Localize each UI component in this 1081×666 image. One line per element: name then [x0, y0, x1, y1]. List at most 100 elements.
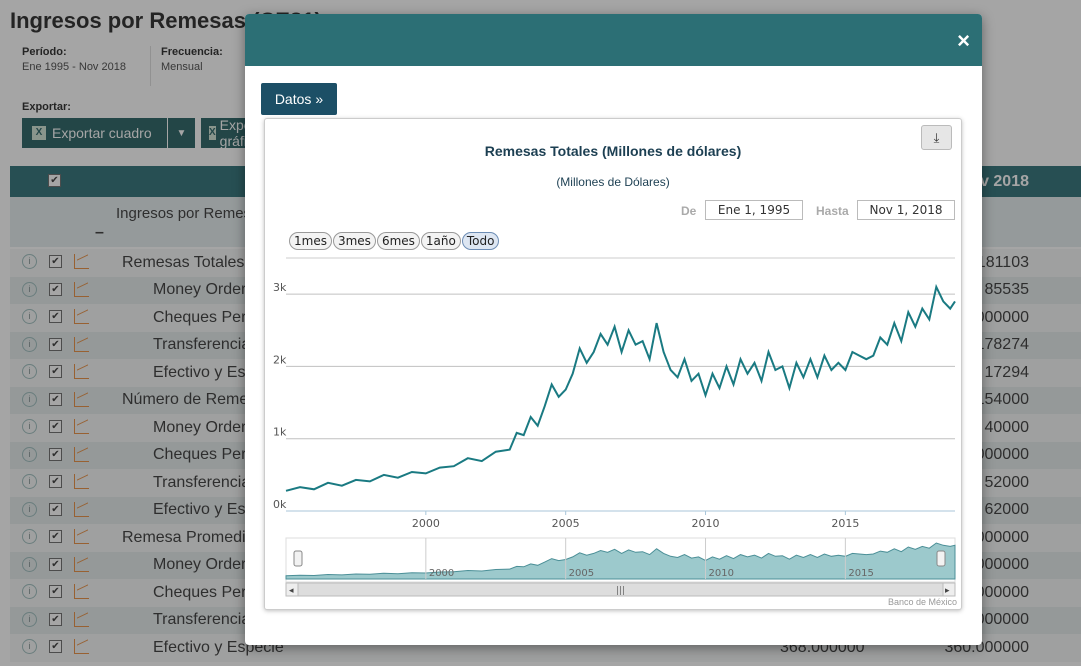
modal-header: ×	[245, 14, 982, 66]
x-tick-label: 2015	[831, 517, 859, 530]
row-checkbox[interactable]: ✔	[49, 530, 62, 543]
info-icon[interactable]: i	[22, 446, 37, 462]
scrollbar-thumb[interactable]	[297, 582, 944, 597]
chart-icon[interactable]	[74, 419, 89, 434]
y-tick-label: 3k	[273, 281, 287, 294]
row-checkbox[interactable]: ✔	[49, 502, 62, 516]
navigator-tick-label: 2005	[569, 568, 594, 579]
export-label: Exportar:	[22, 101, 71, 113]
datos-button[interactable]: Datos »	[261, 83, 337, 115]
export-chart-label: Exportar gráfica	[219, 118, 251, 148]
range-to-label: Hasta	[816, 204, 849, 218]
row-value: 40000	[984, 418, 1030, 436]
row-label: Remesas Totales	[122, 253, 245, 271]
scroll-left-arrow-icon[interactable]: ◂	[289, 586, 294, 596]
zoom-button-6mes[interactable]: 6mes	[376, 232, 420, 250]
info-icon[interactable]: i	[22, 309, 37, 324]
row-checkbox[interactable]: ✔	[49, 420, 62, 433]
datos-label: Datos	[274, 91, 312, 107]
chart-icon[interactable]	[74, 501, 89, 517]
row-checkbox[interactable]: ✔	[49, 640, 62, 653]
navigator-tick-label: 2000	[429, 568, 454, 579]
period-value: Ene 1995 - Nov 2018	[22, 61, 126, 73]
close-icon[interactable]: ×	[957, 28, 970, 53]
row-checkbox[interactable]: ✔	[49, 447, 62, 461]
row-label: Money Orders	[153, 418, 255, 436]
info-icon[interactable]: i	[22, 474, 37, 489]
zoom-button-3mes[interactable]: 3mes	[332, 232, 376, 250]
chart-icon[interactable]	[74, 639, 89, 654]
frequency-info: Frecuencia: Mensual	[150, 46, 223, 86]
row-checkbox[interactable]: ✔	[49, 255, 62, 268]
row-checkbox[interactable]: ✔	[49, 310, 62, 323]
line-chart: 0k 1k 2k 3k 2000 2005 2010 2015 2000 2005 2010 2015…	[273, 257, 956, 597]
caret-down-icon: ▼	[176, 127, 187, 139]
chart-icon[interactable]	[74, 556, 89, 572]
info-icon[interactable]: i	[22, 281, 37, 297]
chart-credits[interactable]: Banco de México	[887, 597, 957, 607]
frequency-value: Mensual	[161, 61, 203, 73]
period-label: Período:	[22, 46, 67, 58]
chart-icon[interactable]	[74, 336, 89, 352]
info-icon[interactable]: i	[22, 419, 37, 434]
info-icon[interactable]: i	[22, 391, 37, 407]
row-checkbox[interactable]: ✔	[49, 585, 62, 598]
row-value: 85535	[984, 281, 1030, 299]
zoom-button-1año[interactable]: 1año	[420, 232, 461, 250]
chart-icon[interactable]	[74, 254, 89, 269]
navigator-area	[285, 542, 956, 580]
range-to-input[interactable]: Nov 1, 2018	[857, 200, 955, 220]
chart-icon[interactable]	[74, 474, 89, 489]
row-checkbox[interactable]: ✔	[49, 392, 62, 406]
info-icon[interactable]: i	[22, 639, 37, 654]
info-icon[interactable]: i	[22, 584, 37, 599]
y-tick-label: 1k	[273, 426, 287, 439]
row-label: Money Orders	[153, 556, 255, 574]
info-icon[interactable]: i	[22, 364, 37, 379]
select-all-checkbox[interactable]: ✔	[48, 174, 61, 187]
download-icon[interactable]: ⤓	[921, 125, 952, 150]
info-icon[interactable]: i	[22, 611, 37, 627]
info-icon[interactable]: i	[22, 254, 37, 269]
row-value: 62000	[984, 501, 1030, 519]
chart-modal: × Datos » ⤓ Remesas Totales (Millones de…	[245, 14, 982, 645]
range-selector-buttons: 1mes 3mes 6mes 1año Todo	[289, 232, 500, 250]
chart-icon[interactable]	[74, 281, 89, 297]
export-chart-button[interactable]: X Exportar gráfica	[201, 118, 251, 148]
navigator-tick-label: 2010	[709, 568, 734, 579]
zoom-button-1mes[interactable]: 1mes	[289, 232, 332, 250]
row-checkbox[interactable]: ✔	[49, 365, 62, 378]
double-chevron-right-icon: »	[315, 91, 324, 107]
info-icon[interactable]: i	[22, 336, 37, 352]
chart-icon[interactable]	[74, 446, 89, 462]
export-table-button[interactable]: X Exportar cuadro	[22, 118, 167, 148]
navigator-handle[interactable]	[293, 550, 303, 567]
chart-icon[interactable]	[74, 364, 89, 379]
navigator-tick-label: 2015	[848, 568, 873, 579]
info-icon[interactable]: i	[22, 529, 37, 544]
export-dropdown-button[interactable]: ▼	[168, 118, 195, 148]
scroll-right-arrow-icon[interactable]: ▸	[945, 586, 950, 596]
range-from-label: De	[681, 204, 697, 218]
row-checkbox[interactable]: ✔	[49, 612, 62, 626]
row-checkbox[interactable]: ✔	[49, 475, 62, 488]
row-checkbox[interactable]: ✔	[49, 337, 62, 351]
chart-icon[interactable]	[74, 309, 89, 324]
zoom-button-Todo[interactable]: Todo	[461, 232, 500, 250]
row-checkbox[interactable]: ✔	[49, 557, 62, 571]
range-from-input[interactable]: Ene 1, 1995	[705, 200, 803, 220]
period-info: Período: Ene 1995 - Nov 2018	[22, 46, 126, 73]
excel-icon: X	[209, 126, 216, 140]
row-checkbox[interactable]: ✔	[49, 282, 62, 296]
y-tick-label: 2k	[273, 353, 287, 366]
chart-icon[interactable]	[74, 584, 89, 599]
row-label: Money Orders	[153, 281, 255, 299]
info-icon[interactable]: i	[22, 501, 37, 517]
info-icon[interactable]: i	[22, 556, 37, 572]
collapse-all-toggle[interactable]: –	[95, 224, 104, 241]
navigator-handle[interactable]	[936, 550, 946, 567]
chart-icon[interactable]	[74, 611, 89, 627]
chart-icon[interactable]	[74, 391, 89, 407]
row-value: 52000	[984, 473, 1030, 491]
chart-icon[interactable]	[74, 529, 89, 544]
